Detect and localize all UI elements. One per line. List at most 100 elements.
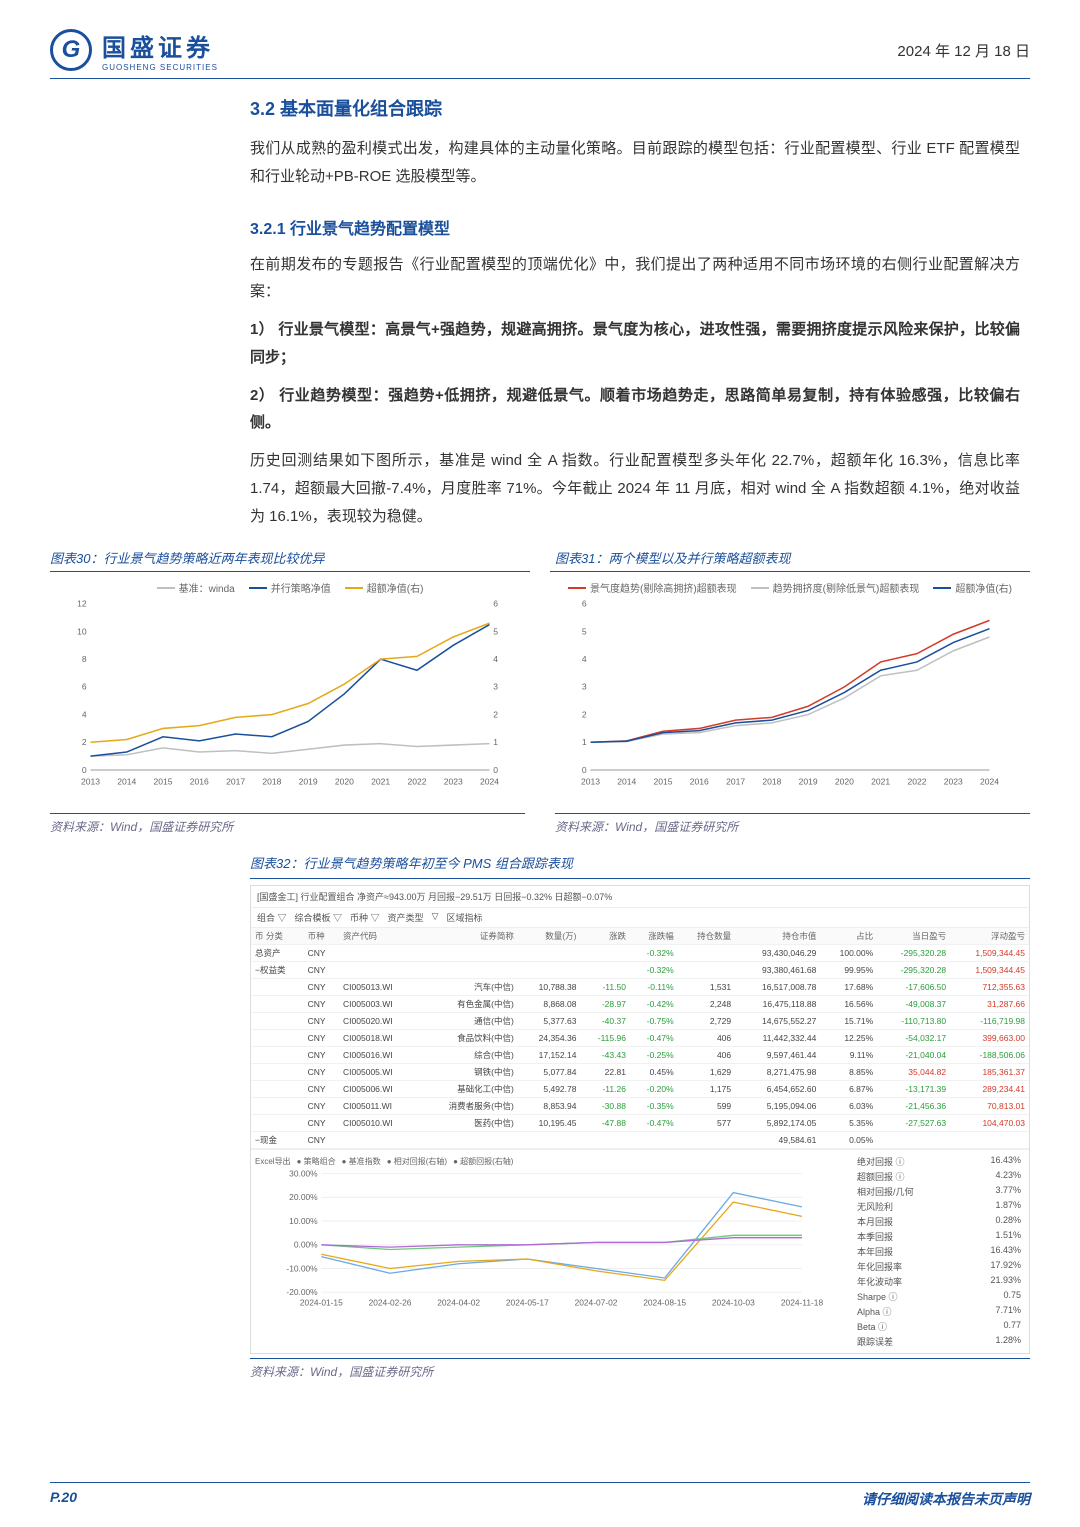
svg-text:0: 0 xyxy=(493,765,498,775)
legend-item: 趋势拥挤度(剔除低景气)超额表现 xyxy=(751,580,920,595)
stat-row: 超额回报 ⓘ4.23% xyxy=(857,1169,1021,1184)
svg-text:2023: 2023 xyxy=(944,777,963,787)
svg-text:5: 5 xyxy=(582,627,587,637)
svg-text:2024: 2024 xyxy=(980,777,999,787)
svg-text:2: 2 xyxy=(82,737,87,747)
footer-disclaimer: 请仔细阅读本报告末页声明 xyxy=(862,1489,1030,1509)
pms-tab[interactable]: 组合 ▽ xyxy=(257,911,287,924)
chart31-title: 图表31：两个模型以及并行策略超额表现 xyxy=(555,548,1030,567)
company-name-cn: 国盛证券 xyxy=(102,28,218,63)
legend-item: 超额净值(右) xyxy=(933,580,1012,595)
lower-legend-item: ● 相对回报(右轴) xyxy=(387,1156,447,1167)
pms-tab[interactable]: 区域指标 xyxy=(446,911,482,924)
stat-row: 相对回报/几何3.77% xyxy=(857,1184,1021,1199)
svg-text:2022: 2022 xyxy=(407,777,426,787)
table-row: CNYCI005018.WI食品饮料(中信)24,354.36-115.96-0… xyxy=(251,1030,1029,1047)
model-1-text: 1） 行业景气模型：高景气+强趋势，规避高拥挤。景气度为核心，进攻性强，需要拥挤… xyxy=(250,321,1020,366)
svg-text:0.00%: 0.00% xyxy=(294,1240,318,1250)
svg-text:2: 2 xyxy=(582,710,587,720)
svg-text:6: 6 xyxy=(582,599,587,609)
table-row: CNYCI005006.WI基础化工(中信)5,492.78-11.26-0.2… xyxy=(251,1081,1029,1098)
legend-item: 并行策略净值 xyxy=(249,580,331,595)
svg-text:12: 12 xyxy=(77,599,87,609)
svg-text:0: 0 xyxy=(82,765,87,775)
pms-stats-panel: 绝对回报 ⓘ16.43%超额回报 ⓘ4.23%相对回报/几何3.77%无风险利1… xyxy=(849,1150,1029,1353)
table-row: CNYCI005016.WI综合(中信)17,152.14-43.43-0.25… xyxy=(251,1047,1029,1064)
svg-text:4: 4 xyxy=(582,654,587,664)
svg-text:2019: 2019 xyxy=(299,777,318,787)
pms-tab[interactable]: 资产类型 xyxy=(388,911,424,924)
svg-text:0: 0 xyxy=(582,765,587,775)
paragraph-2: 1） 行业景气模型：高景气+强趋势，规避高拥挤。景气度为核心，进攻性强，需要拥挤… xyxy=(250,316,1020,372)
svg-text:4: 4 xyxy=(82,710,87,720)
table-row: −权益类CNY-0.32%93,380,461.6899.95%-295,320… xyxy=(251,962,1029,979)
svg-text:3: 3 xyxy=(493,682,498,692)
svg-text:6: 6 xyxy=(493,599,498,609)
stat-row: Alpha ⓘ7.71% xyxy=(857,1304,1021,1319)
svg-text:8: 8 xyxy=(82,654,87,664)
svg-text:2013: 2013 xyxy=(581,777,600,787)
svg-text:2: 2 xyxy=(493,710,498,720)
svg-text:10: 10 xyxy=(77,627,87,637)
svg-text:2024-08-15: 2024-08-15 xyxy=(643,1298,686,1308)
svg-text:2021: 2021 xyxy=(871,777,890,787)
stat-row: 本年回报16.43% xyxy=(857,1244,1021,1259)
stat-row: 本月回报0.28% xyxy=(857,1214,1021,1229)
svg-text:2024: 2024 xyxy=(480,777,499,787)
svg-text:1: 1 xyxy=(582,737,587,747)
svg-text:2020: 2020 xyxy=(835,777,854,787)
table-row: CNYCI005013.WI汽车(中信)10,788.38-11.50-0.11… xyxy=(251,979,1029,996)
svg-text:2014: 2014 xyxy=(617,777,636,787)
section-heading-3-2-1: 3.2.1 行业景气趋势配置模型 xyxy=(250,215,1020,239)
table-row: −现金CNY49,584.610.05% xyxy=(251,1132,1029,1149)
svg-text:2024-04-02: 2024-04-02 xyxy=(437,1298,480,1308)
paragraph-4: 历史回测结果如下图所示，基准是 wind 全 A 指数。行业配置模型多头年化 2… xyxy=(250,447,1020,530)
svg-text:10.00%: 10.00% xyxy=(289,1216,318,1226)
lower-legend-item: ● 超额回报(右轴) xyxy=(453,1156,513,1167)
paragraph-3: 2） 行业趋势模型：强趋势+低拥挤，规避低景气。顺着市场趋势走，思路简单易复制，… xyxy=(250,382,1020,438)
pms-holdings-table: 币 分类币种资产代码证券简称数量(万)涨跌涨跌幅持仓数量持仓市值占比当日盈亏浮动… xyxy=(251,928,1029,1149)
chart32-title: 图表32：行业景气趋势策略年初至今 PMS 组合跟踪表现 xyxy=(250,853,1030,872)
paragraph-1: 在前期发布的专题报告《行业配置模型的顶端优化》中，我们提出了两种适用不同市场环境… xyxy=(250,251,1020,307)
svg-text:2017: 2017 xyxy=(726,777,745,787)
company-name-en: GUOSHENG SECURITIES xyxy=(102,63,218,72)
svg-text:2024-05-17: 2024-05-17 xyxy=(506,1298,549,1308)
chart31: 景气度趋势(剔除高拥挤)超额表现趋势拥挤度(剔除低景气)超额表现超额净值(右) … xyxy=(550,571,1030,811)
svg-text:-20.00%: -20.00% xyxy=(286,1287,318,1297)
lower-legend-item: ● 基准指数 xyxy=(342,1156,381,1167)
svg-text:20.00%: 20.00% xyxy=(289,1192,318,1202)
pms-header-line: [国盛金工] 行业配置组合 净资产≈943.00万 月回报−29.51万 日回报… xyxy=(251,886,1029,908)
svg-text:2016: 2016 xyxy=(190,777,209,787)
svg-text:1: 1 xyxy=(493,737,498,747)
chart32-source: 资料来源：Wind，国盛证券研究所 xyxy=(250,1358,1030,1380)
section-heading-3-2: 3.2 基本面量化组合跟踪 xyxy=(250,95,1020,121)
svg-text:5: 5 xyxy=(493,627,498,637)
stat-row: 绝对回报 ⓘ16.43% xyxy=(857,1154,1021,1169)
svg-text:2013: 2013 xyxy=(81,777,100,787)
table-row: CNYCI005005.WI钢铁(中信)5,077.8422.810.45%1,… xyxy=(251,1064,1029,1081)
svg-text:2024-10-03: 2024-10-03 xyxy=(712,1298,755,1308)
svg-text:2018: 2018 xyxy=(762,777,781,787)
table-row: CNYCI005020.WI通信(中信)5,377.63-40.37-0.75%… xyxy=(251,1013,1029,1030)
chart30: 基准：winda并行策略净值超额净值(右) 024681012012345620… xyxy=(50,571,530,811)
page-header: 国盛证券 GUOSHENG SECURITIES 2024 年 12 月 18 … xyxy=(50,28,1030,79)
chart30-title: 图表30：行业景气趋势策略近两年表现比较优异 xyxy=(50,548,525,567)
svg-text:2020: 2020 xyxy=(335,777,354,787)
svg-text:2019: 2019 xyxy=(799,777,818,787)
svg-text:2014: 2014 xyxy=(117,777,136,787)
table-row: CNYCI005011.WI消费者服务(中信)8,853.94-30.88-0.… xyxy=(251,1098,1029,1115)
svg-text:2024-01-15: 2024-01-15 xyxy=(300,1298,343,1308)
pms-tab[interactable]: 币种 ▽ xyxy=(350,911,380,924)
svg-text:2017: 2017 xyxy=(226,777,245,787)
pms-tab[interactable]: 综合模板 ▽ xyxy=(295,911,343,924)
page-number: P.20 xyxy=(50,1489,77,1509)
stat-row: 年化波动率21.93% xyxy=(857,1274,1021,1289)
chart30-source: 资料来源：Wind，国盛证券研究所 xyxy=(50,813,525,835)
chart31-source: 资料来源：Wind，国盛证券研究所 xyxy=(555,813,1030,835)
report-date: 2024 年 12 月 18 日 xyxy=(897,40,1030,61)
stat-row: Sharpe ⓘ0.75 xyxy=(857,1289,1021,1304)
pms-tab[interactable]: ▽ xyxy=(432,911,439,924)
svg-text:2023: 2023 xyxy=(444,777,463,787)
stat-row: 跟踪误差1.28% xyxy=(857,1334,1021,1349)
svg-text:6: 6 xyxy=(82,682,87,692)
